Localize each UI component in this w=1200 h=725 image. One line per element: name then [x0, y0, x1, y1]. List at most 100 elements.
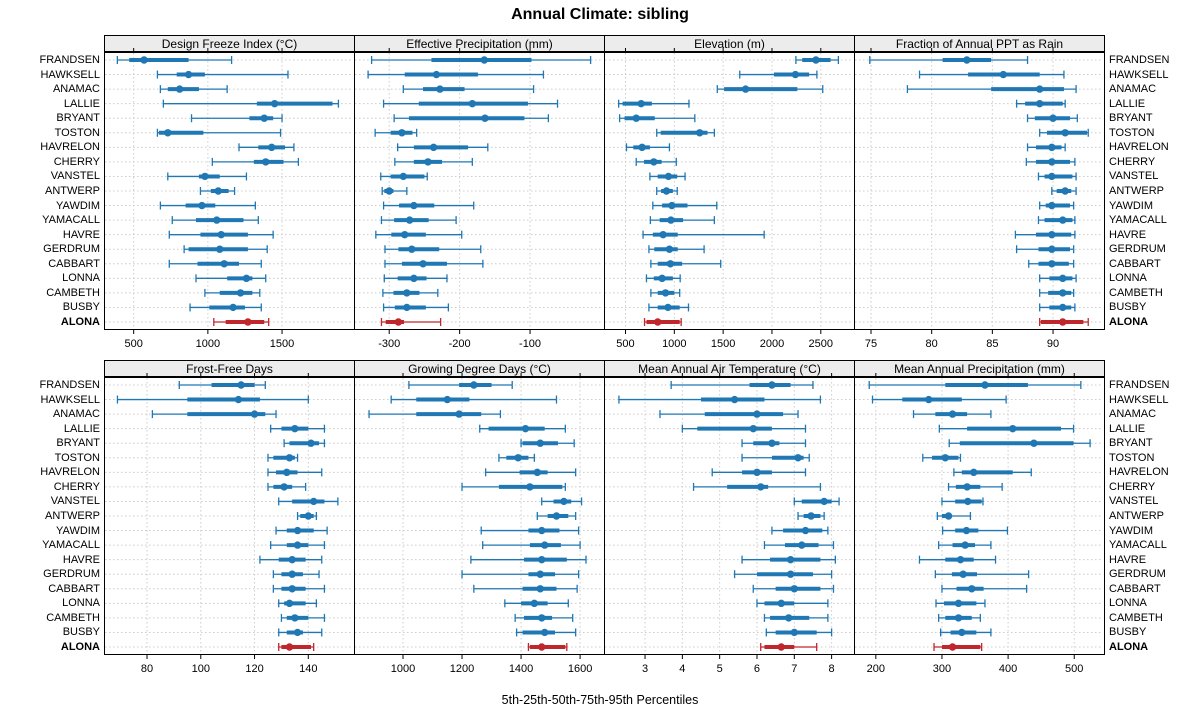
series-yawdim — [480, 526, 580, 535]
axis-tick-label: 2500 — [809, 338, 833, 350]
station-label-right-antwerp: ANTWERP — [1109, 185, 1164, 197]
series-frandsen — [670, 381, 814, 389]
station-label-right-frandsen: FRANDSEN — [1109, 379, 1170, 391]
series-antwerp — [656, 187, 678, 195]
station-label-right-havrelon: HAVRELON — [1109, 141, 1169, 154]
series-cambeth — [280, 613, 326, 622]
series-lonna — [504, 599, 569, 608]
series-cambeth — [382, 288, 439, 297]
axis-tick-label: -100 — [519, 338, 541, 350]
series-yawdim — [771, 526, 829, 535]
station-label-right-cabbart: CABBART — [1109, 257, 1161, 270]
series-bryant — [283, 439, 326, 448]
series-lallie — [1015, 99, 1066, 108]
series-vanstel — [380, 172, 428, 181]
series-antwerp — [797, 512, 825, 520]
station-label-right-yawdim: YAWDIM — [1109, 524, 1153, 537]
panel-strip-title: Frost-Free Days — [104, 360, 355, 377]
series-havre — [259, 555, 323, 564]
series-gerdrum — [461, 570, 580, 579]
series-alona — [933, 643, 983, 651]
series-antwerp — [936, 512, 972, 520]
series-havre — [168, 230, 274, 239]
station-label-right-antwerp: ANTWERP — [1109, 510, 1164, 522]
series-cabbart — [272, 584, 326, 593]
series-cabbart — [941, 584, 1028, 593]
series-bryant — [948, 439, 1091, 448]
series-lallie — [382, 99, 559, 108]
station-label-left-frandsen: FRANDSEN — [39, 54, 100, 66]
series-cabbart — [1028, 259, 1075, 268]
axis-tick-label: 80 — [141, 663, 153, 675]
axis-tick-label: 200 — [867, 663, 885, 675]
series-yamacall — [1037, 216, 1076, 225]
series-alona — [380, 318, 442, 326]
station-label-left-lallie: LALLIE — [63, 422, 100, 435]
series-yawdim — [941, 526, 1009, 535]
axis-tick-label: 7 — [791, 663, 797, 675]
series-anamac — [368, 410, 502, 419]
panel-mean-annual-air-temperature-c: 3 4 5 6 7 8 — [604, 373, 855, 675]
axis-tick-label: 2000 — [760, 338, 784, 350]
series-gerdrum — [934, 570, 1030, 579]
series-antwerp — [296, 512, 318, 520]
series-cambeth — [514, 613, 574, 622]
panel-design-freeze-index-c: 500 1000 1500 — [104, 48, 355, 350]
series-alona — [213, 318, 270, 326]
series-hawksell — [739, 70, 818, 79]
series-havre — [918, 555, 997, 564]
series-lallie — [270, 424, 326, 433]
station-label-left-havrelon: HAVRELON — [40, 141, 100, 154]
station-label-left-gerdrum: GERDRUM — [43, 243, 100, 256]
station-label-right-yamacall: YAMACALL — [1109, 539, 1167, 552]
axis-tick-label: 300 — [933, 663, 951, 675]
station-label-right-havrelon: HAVRELON — [1109, 466, 1169, 479]
station-label-left-yawdim: YAWDIM — [56, 524, 100, 537]
series-busby — [939, 628, 992, 637]
station-label-left-yamacall: YAMACALL — [42, 539, 100, 552]
station-label-right-alona: ALONA — [1109, 316, 1149, 328]
station-label-left-havrelon: HAVRELON — [40, 466, 100, 479]
axis-tick-label: -200 — [449, 338, 471, 350]
series-busby — [382, 303, 450, 312]
panel-fraction-of-annual-ppt-as-rain: 75 80 85 90 — [854, 48, 1105, 350]
series-cherry — [692, 482, 822, 491]
axis-tick-label: 5 — [717, 663, 723, 675]
series-gerdrum — [272, 570, 320, 579]
series-anamac — [906, 85, 1077, 94]
series-toston — [1039, 128, 1089, 137]
series-vanstel — [167, 172, 248, 181]
station-label-left-bryant: BRYANT — [56, 112, 100, 125]
series-lallie — [617, 99, 690, 108]
series-lonna — [645, 274, 681, 283]
series-vanstel — [649, 172, 686, 181]
series-gerdrum — [183, 245, 268, 254]
series-havre — [741, 555, 836, 564]
station-label-right-bryant: BRYANT — [1109, 112, 1153, 125]
series-alona — [760, 643, 818, 651]
series-vanstel — [941, 497, 984, 506]
axis-tick-label: 1500 — [711, 338, 735, 350]
panel-strip-title: Elevation (m) — [604, 35, 855, 52]
series-alona — [643, 318, 682, 326]
series-toston — [498, 453, 535, 462]
station-label-left-yamacall: YAMACALL — [42, 214, 100, 227]
series-yamacall — [171, 216, 259, 225]
axis-tick-label: 100 — [192, 663, 210, 675]
station-label-left-cherry: CHERRY — [53, 480, 100, 493]
station-label-left-alona: ALONA — [60, 316, 100, 328]
panel-frost-free-days: 80 100 120 140 — [104, 373, 355, 675]
station-label-left-havre: HAVRE — [62, 228, 100, 241]
station-label-right-frandsen: FRANDSEN — [1109, 54, 1170, 66]
station-label-right-lallie: LALLIE — [1109, 97, 1146, 110]
axis-tick-label: 1000 — [196, 338, 220, 350]
series-hawksell — [618, 395, 822, 404]
series-bryant — [520, 439, 575, 448]
station-label-right-vanstel: VANSTEL — [1109, 495, 1159, 508]
station-label-right-alona: ALONA — [1109, 641, 1149, 653]
series-cabbart — [752, 584, 835, 593]
station-label-left-alona: ALONA — [60, 641, 100, 653]
series-lonna — [756, 599, 829, 608]
series-yawdim — [159, 201, 256, 210]
